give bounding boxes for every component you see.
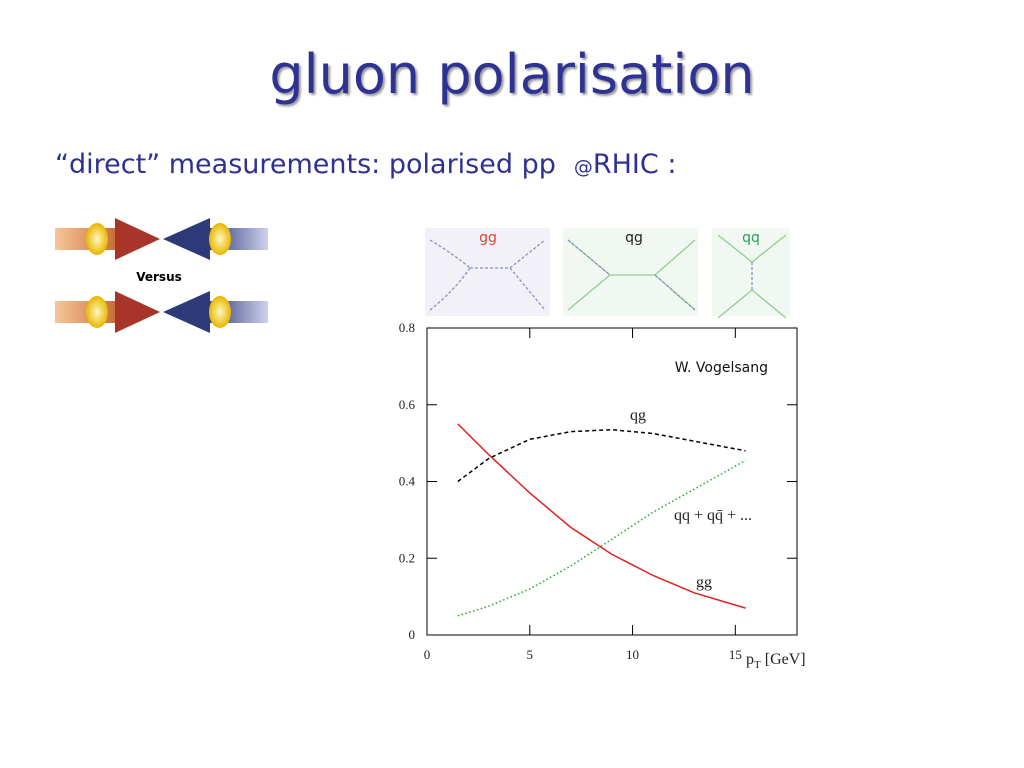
series-line [457, 423, 746, 609]
feynman-diagrams: gg qg qq [425, 228, 790, 319]
series-line [457, 428, 746, 483]
y-tick-label: 0 [409, 627, 416, 642]
x-axis-label-part: [GeV] [765, 651, 806, 668]
chart: W. Vogelsang pT [GeV] 0 0.2 0.4 0.6 0.8 0 5 10 15… [399, 320, 806, 671]
subtitle-text: RHIC : [593, 149, 677, 180]
x-axis-label-sub: T [754, 659, 761, 671]
series-label: qq + qq̄ + ... [674, 507, 752, 524]
collision-icon: Versus [55, 218, 268, 333]
x-axis-label: pT [GeV] [746, 651, 806, 671]
x-axis-label-part: p [746, 651, 754, 668]
slide-title: gluon polarisation [269, 43, 754, 106]
annotation: W. Vogelsang [675, 360, 768, 376]
series-label: qg [630, 407, 646, 424]
subtitle-at: @ [574, 156, 593, 178]
y-tick-label: 0.6 [399, 397, 416, 412]
y-tick-label: 0.2 [399, 550, 415, 565]
series-line [457, 459, 746, 617]
diagram-label: qg [625, 230, 643, 246]
diagram-label: qq [742, 230, 760, 246]
y-tick-label: 0.4 [399, 474, 416, 489]
series-label: gg [696, 574, 712, 591]
x-tick-label: 10 [626, 647, 639, 662]
versus-label: Versus [136, 270, 182, 284]
x-tick-label: 5 [527, 647, 534, 662]
subtitle: “direct” measurements: polarised pp @RHIC… [55, 149, 676, 180]
x-tick-label: 0 [424, 647, 431, 662]
x-tick-label: 15 [729, 647, 742, 662]
y-tick-label: 0.8 [399, 320, 415, 335]
diagram-label: gg [479, 230, 497, 246]
subtitle-text: “direct” measurements: polarised pp [55, 149, 556, 180]
